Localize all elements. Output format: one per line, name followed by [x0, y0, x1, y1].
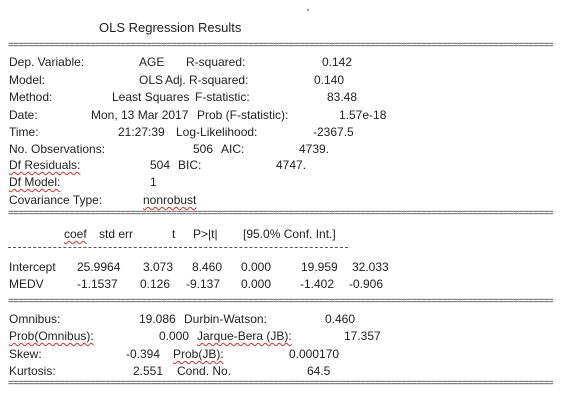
value-model: OLS	[139, 73, 164, 87]
label-date: Date:	[9, 108, 38, 122]
label-kurtosis: Kurtosis:	[9, 364, 56, 378]
value-durbin-watson: 0.460	[325, 312, 356, 326]
label-r-squared: R-squared:	[186, 55, 246, 69]
cell-p-value: 0.000	[241, 277, 272, 291]
dash-separator	[8, 247, 348, 248]
value-prob-jb: 0.000170	[289, 347, 340, 361]
cell-std-err: 0.126	[140, 277, 171, 291]
cell-ci-lower: -1.402	[300, 277, 335, 291]
label-dep-variable: Dep. Variable:	[9, 55, 85, 69]
header-p-value: P>|t|	[193, 227, 218, 241]
cell-ci-upper: 32.033	[352, 260, 389, 274]
separator-top: ========================================…	[8, 42, 553, 52]
cell-p-value: 0.000	[241, 260, 272, 274]
separator-mid: ========================================…	[8, 210, 553, 220]
value-aic: 4739.	[299, 142, 330, 156]
value-cond-no: 64.5	[307, 364, 331, 378]
label-prob-f-statistic: Prob (F-statistic):	[197, 108, 289, 122]
value-bic: 4747.	[276, 158, 307, 172]
label-prob-jb: Prob(JB):	[173, 347, 224, 361]
label-df-model: Df Model:	[9, 175, 61, 189]
label-covariance-type: Covariance Type:	[9, 193, 103, 207]
value-df-model: 1	[150, 175, 157, 189]
label-method: Method:	[9, 90, 53, 104]
label-aic: AIC:	[221, 142, 245, 156]
value-kurtosis: 2.551	[133, 364, 164, 378]
separator-diag: ========================================…	[8, 298, 553, 308]
value-skew: -0.394	[126, 347, 161, 361]
cell-ci-upper: -0.906	[349, 277, 384, 291]
value-prob-omnibus: 0.000	[159, 329, 190, 343]
label-bic: BIC:	[178, 158, 202, 172]
cell-t: -9.137	[186, 277, 221, 291]
value-omnibus: 19.086	[139, 312, 176, 326]
value-time: 21:27:39	[118, 125, 165, 139]
results-title: OLS Regression Results	[99, 20, 242, 35]
cell-t: 8.460	[192, 260, 223, 274]
cell-ci-lower: 19.959	[301, 260, 338, 274]
value-covariance-type: nonrobust	[143, 193, 197, 207]
cell-coef: -1.1537	[77, 277, 118, 291]
label-jarque-bera: Jarque-Bera (JB):	[197, 329, 292, 343]
separator-bottom: ========================================…	[8, 380, 553, 390]
value-adj-r-squared: 0.140	[314, 73, 345, 87]
label-cond-no: Cond. No.	[177, 364, 232, 378]
label-model: Model:	[9, 73, 46, 87]
label-skew: Skew:	[9, 347, 42, 361]
header-t: t	[172, 227, 176, 241]
label-f-statistic: F-statistic:	[195, 90, 250, 104]
header-coef: coef	[64, 227, 87, 241]
value-f-statistic: 83.48	[327, 90, 358, 104]
label-log-likelihood: Log-Likelihood:	[176, 125, 258, 139]
value-dep-variable: AGE	[139, 55, 165, 69]
row-name-medv: MEDV	[9, 277, 44, 291]
cell-std-err: 3.073	[143, 260, 174, 274]
value-df-residuals: 504	[150, 158, 171, 172]
header-conf-int: [95.0% Conf. Int.]	[243, 227, 336, 241]
value-jarque-bera: 17.357	[344, 329, 381, 343]
value-date: Mon, 13 Mar 2017	[91, 108, 189, 122]
value-r-squared: 0.142	[322, 55, 353, 69]
label-no-observations: No. Observations:	[9, 142, 106, 156]
stray-dot	[307, 9, 309, 11]
label-durbin-watson: Durbin-Watson:	[184, 312, 267, 326]
value-no-observations: 506	[193, 142, 214, 156]
label-adj-r-squared: Adj. R-squared:	[165, 73, 249, 87]
value-log-likelihood: -2367.5	[313, 125, 354, 139]
label-omnibus: Omnibus:	[9, 312, 61, 326]
value-method: Least Squares	[112, 90, 190, 104]
label-df-residuals: Df Residuals:	[9, 158, 81, 172]
label-prob-omnibus: Prob(Omnibus):	[9, 329, 94, 343]
value-prob-f-statistic: 1.57e-18	[339, 108, 387, 122]
row-name-intercept: Intercept	[9, 260, 56, 274]
header-std-err: std err	[99, 227, 134, 241]
cell-coef: 25.9964	[77, 260, 121, 274]
label-time: Time:	[9, 125, 39, 139]
